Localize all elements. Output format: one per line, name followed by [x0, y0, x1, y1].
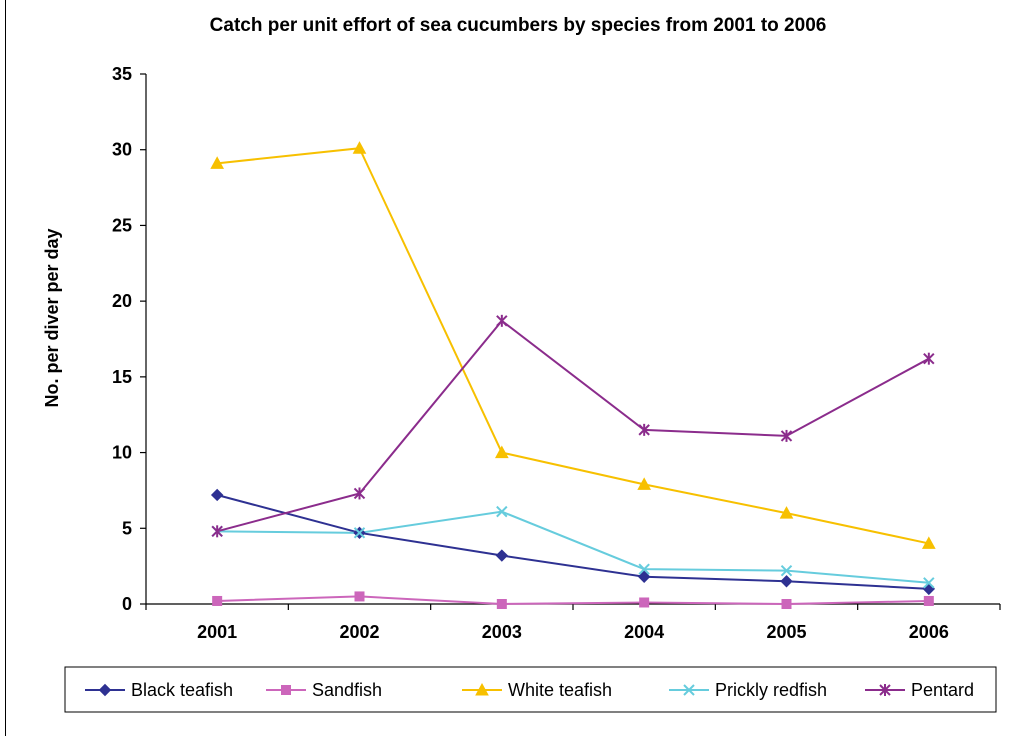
- data-point-marker: [779, 506, 794, 519]
- series-line: [217, 510, 929, 584]
- legend-marker: [683, 684, 695, 696]
- data-point-marker: [922, 582, 936, 596]
- x-tick-label: 2005: [766, 622, 806, 642]
- axes: 0 5 10 15 20 25 30 35 2001 2002 2003 2004 2005 2006: [112, 64, 1001, 642]
- legend-label: Prickly redfish: [715, 680, 827, 700]
- data-point-marker: [352, 141, 367, 154]
- series-line: [216, 494, 929, 590]
- data-point-marker: [210, 156, 225, 169]
- data-point-marker: [638, 423, 650, 436]
- marker-stroke: [683, 684, 695, 696]
- data-point-marker: [923, 577, 935, 589]
- data-point-marker: [354, 591, 365, 602]
- data-point-marker: [638, 563, 650, 575]
- data-point-marker: [210, 488, 224, 502]
- y-tick-label: 15: [112, 367, 132, 387]
- y-tick-label: 10: [112, 443, 132, 463]
- data-point-marker: [211, 525, 223, 538]
- series-markers: [210, 141, 936, 609]
- data-point-marker: [495, 549, 509, 562]
- data-point-marker: [639, 597, 650, 608]
- data-point-marker: [921, 536, 936, 549]
- data-point-marker: [923, 595, 934, 606]
- data-point-marker: [496, 599, 507, 609]
- y-tick-label: 25: [112, 215, 132, 235]
- marker-stroke: [923, 577, 935, 589]
- data-point-marker: [494, 445, 509, 459]
- data-point-marker: [496, 505, 508, 518]
- y-tick-label: 0: [122, 594, 132, 614]
- data-point-marker: [781, 599, 792, 609]
- legend-marker: [281, 685, 291, 695]
- data-point-marker: [780, 575, 793, 588]
- x-tick-label: 2001: [197, 622, 237, 642]
- x-tick-label: 2003: [482, 622, 522, 642]
- legend-marker: [475, 682, 489, 696]
- data-point-marker: [780, 564, 793, 577]
- data-point-marker: [637, 570, 651, 583]
- left-border-line: [5, 0, 6, 736]
- legend-label: White teafish: [508, 680, 612, 700]
- legend-marker: [879, 684, 891, 696]
- legend-box: [64, 666, 997, 713]
- series-lines: [216, 147, 930, 606]
- x-tick-label: 2002: [339, 622, 379, 642]
- y-axis-label: No. per diver per day: [42, 228, 62, 407]
- legend-label: Sandfish: [312, 680, 382, 700]
- marker-stroke: [496, 505, 508, 518]
- marker-stroke: [780, 564, 793, 577]
- y-tick-label: 5: [122, 518, 132, 538]
- series-line: [217, 595, 929, 606]
- marker-stroke: [638, 563, 650, 575]
- data-point-marker: [353, 527, 366, 539]
- legend-marker: [98, 683, 112, 697]
- data-point-marker: [780, 429, 793, 442]
- data-point-marker: [923, 352, 935, 365]
- y-tick-label: 20: [112, 291, 132, 311]
- data-point-marker: [353, 487, 366, 500]
- chart-title: Catch per unit effort of sea cucumbers b…: [210, 15, 827, 36]
- y-tick-label: 35: [112, 64, 132, 84]
- legend: Black teafish Sandfish White teafish Prickl…: [64, 666, 997, 713]
- data-point-marker: [637, 477, 652, 490]
- data-point-marker: [496, 314, 508, 327]
- x-tick-label: 2006: [909, 622, 949, 642]
- series-line: [217, 147, 930, 545]
- data-point-marker: [212, 595, 223, 606]
- x-tick-label: 2004: [624, 622, 664, 642]
- legend-label: Black teafish: [131, 680, 233, 700]
- marker-stroke: [353, 527, 366, 539]
- series-line: [216, 319, 930, 533]
- legend-label: Pentard: [911, 680, 974, 700]
- y-tick-label: 30: [112, 140, 132, 160]
